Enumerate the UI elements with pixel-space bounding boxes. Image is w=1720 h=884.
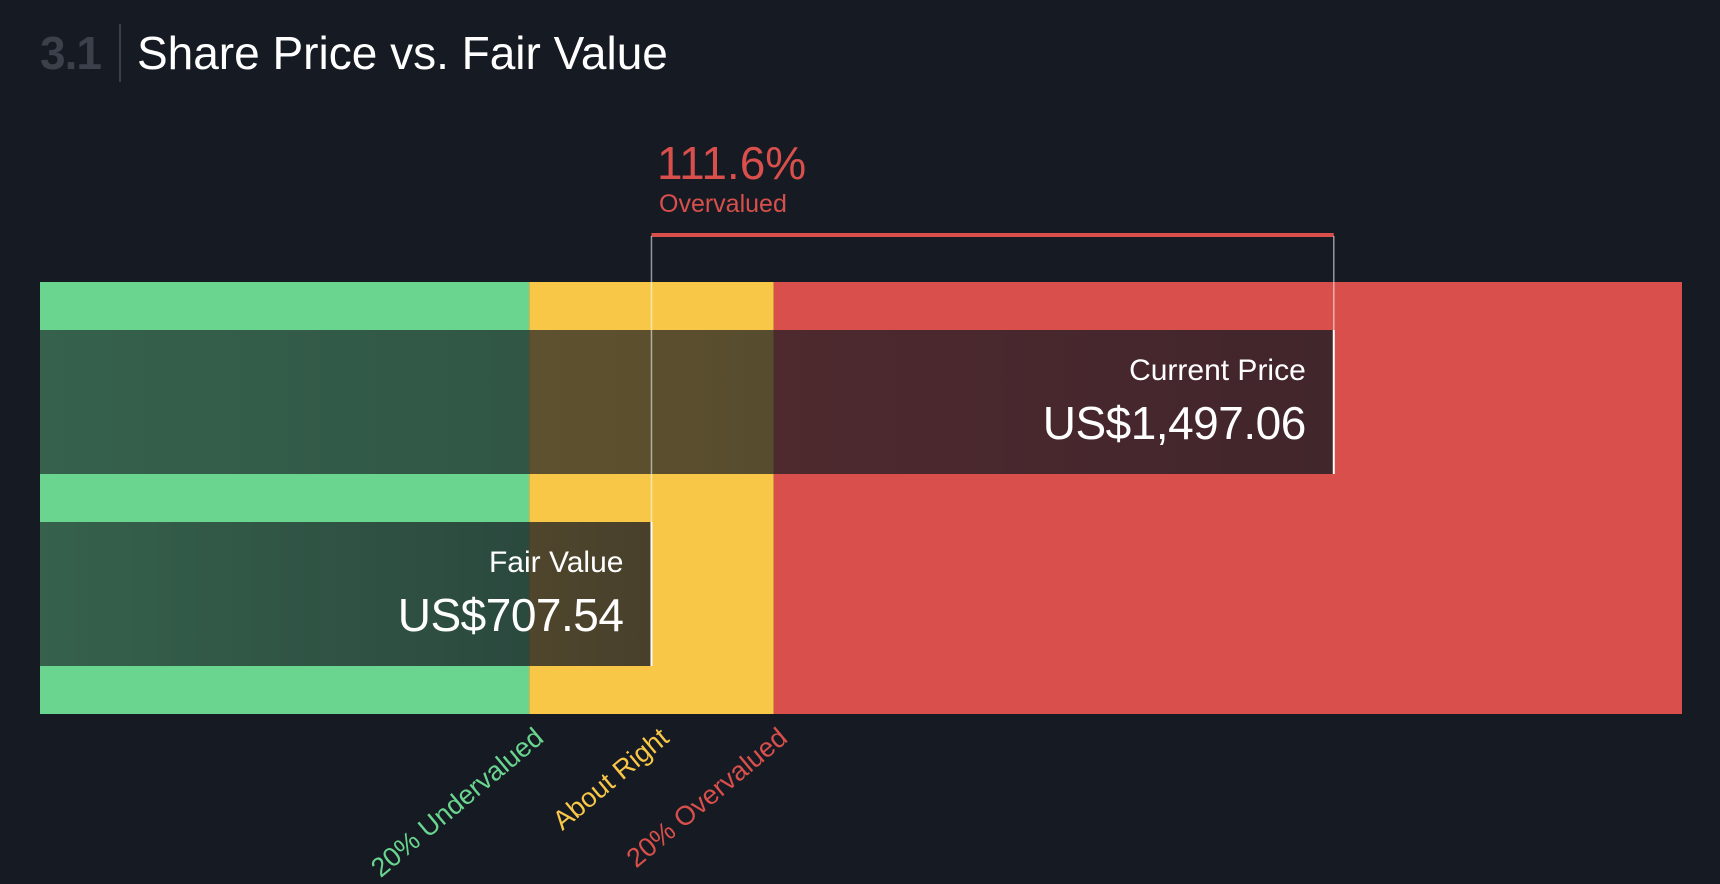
- current-price-label-group: Current Price US$1,497.06: [1042, 354, 1307, 450]
- fair-value-label: Fair Value: [488, 546, 624, 579]
- overvalued-status: Overvalued: [659, 190, 787, 218]
- current-price-label: Current Price: [1129, 354, 1306, 387]
- overvalued-percent: 111.6%: [657, 137, 807, 189]
- current-price-bar: [40, 330, 1334, 474]
- current-price-value: US$1,497.06: [1042, 397, 1307, 449]
- fair-value-label-group: Fair Value US$707.54: [398, 546, 624, 642]
- section-number: 3.1: [40, 27, 102, 79]
- fair-value-bar: [40, 522, 652, 666]
- fair-value-value: US$707.54: [397, 589, 624, 641]
- header-divider: [118, 24, 121, 82]
- page-title: Share Price vs. Fair Value: [136, 27, 668, 79]
- section-header: 3.1 Share Price vs. Fair Value: [40, 22, 668, 84]
